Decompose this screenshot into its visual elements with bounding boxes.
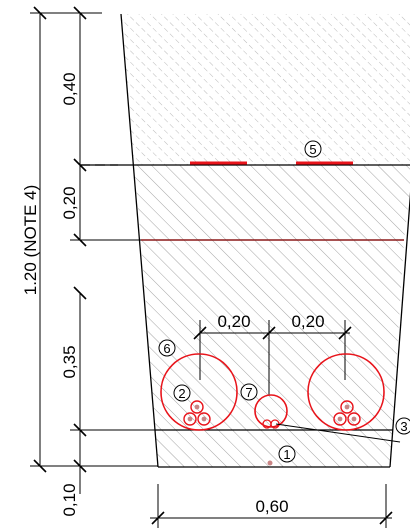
dim-label-second: 0,20 (60, 186, 79, 219)
cable-duct-left (160, 353, 238, 431)
svg-text:7: 7 (245, 385, 252, 400)
cable-bedding-fill (141, 240, 404, 467)
svg-text:6: 6 (163, 341, 170, 356)
cable-group-left (183, 400, 211, 426)
dim-label-spacing-right: 0,20 (291, 312, 324, 331)
small-duct-center (254, 394, 288, 428)
dim-label-spacing-left: 0,20 (217, 312, 250, 331)
dimension-ticks (33, 6, 87, 473)
svg-text:3: 3 (400, 419, 407, 434)
cable-group-right (333, 400, 361, 426)
dim-label-width: 0,60 (255, 497, 288, 516)
width-ticks (151, 511, 393, 525)
trench-right-wall (389, 191, 410, 468)
dim-label-total: 1.20 (NOTE 4) (21, 185, 40, 296)
dim-label-third: 0,35 (60, 345, 79, 378)
callout-2: 2 (173, 384, 191, 402)
callout-3: 3 (395, 417, 410, 435)
svg-text:1: 1 (283, 447, 290, 462)
top-backfill-layer (121, 14, 410, 165)
warning-layer-fill (134, 165, 410, 240)
svg-text:2: 2 (178, 386, 185, 401)
callout-5: 5 (304, 140, 322, 158)
svg-text:5: 5 (309, 142, 316, 157)
cable-duct-right (307, 353, 385, 431)
callout-1: 1 (278, 445, 296, 463)
leader-line-3 (275, 423, 401, 443)
dim-label-bottom: 0,10 (60, 483, 79, 516)
spacing-ticks (193, 326, 352, 340)
callout-6: 6 (158, 339, 176, 357)
earth-electrode-dot (267, 460, 273, 466)
dim-label-top: 0,40 (60, 72, 79, 105)
callout-7: 7 (240, 383, 258, 401)
